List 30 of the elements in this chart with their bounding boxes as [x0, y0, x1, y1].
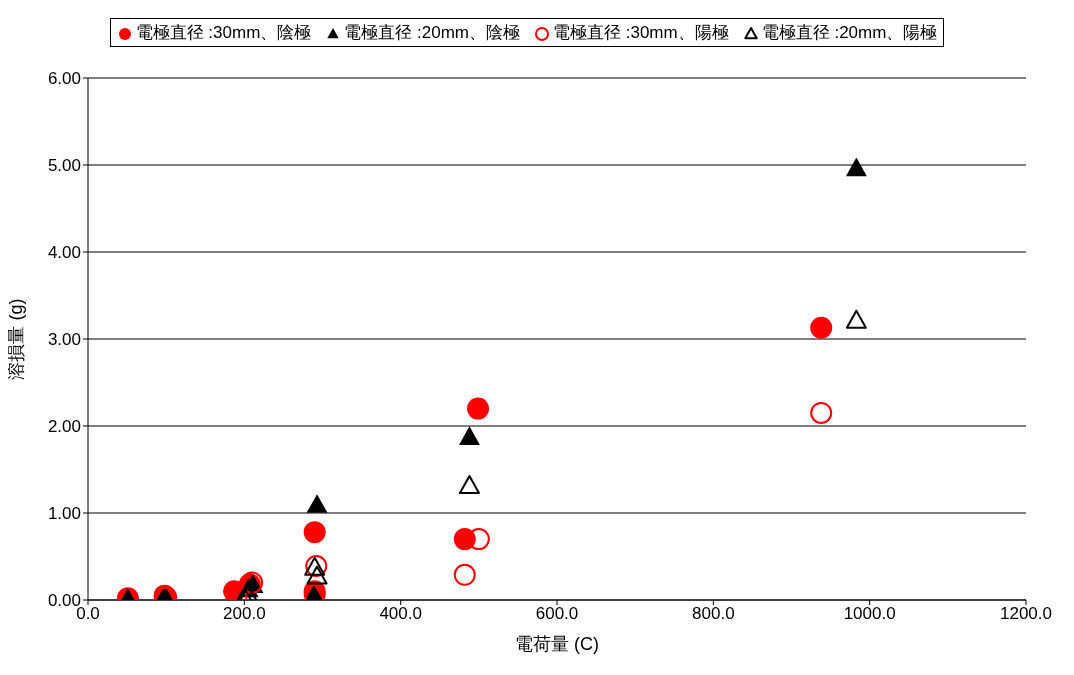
x-tick-label: 800.0 [692, 604, 735, 624]
point [467, 397, 490, 420]
x-tick-label: 600.0 [535, 604, 579, 624]
point [453, 528, 476, 551]
point [845, 157, 867, 177]
y-tick-label: 1.00 [47, 504, 81, 524]
legend-label: 電極直径 :20mm、陽極 [761, 22, 938, 44]
y-tick-label: 3.00 [47, 330, 81, 350]
y-axis-title: 溶損量 (g) [6, 298, 27, 380]
point [459, 426, 480, 446]
y-tick-label: 4.00 [47, 243, 81, 263]
legend-label: 電極直径 :30mm、陽極 [553, 22, 729, 44]
y-tick-label: 6.00 [47, 69, 81, 89]
x-axis-title: 電荷量 (C) [515, 634, 599, 654]
point [306, 494, 328, 513]
x-tick-label: 1000.0 [843, 604, 896, 624]
x-tick-label: 400.0 [379, 604, 422, 624]
y-tick-label: 5.00 [47, 156, 81, 176]
point [303, 521, 326, 544]
point [458, 475, 480, 495]
x-tick-label: 200.0 [223, 604, 266, 624]
point [845, 309, 867, 329]
point [453, 563, 476, 586]
point [810, 401, 833, 424]
y-tick-label: 2.00 [47, 417, 81, 437]
point [306, 565, 328, 585]
legend-label: 電極直径 :20mm、陰極 [344, 22, 520, 44]
x-tick-label: 1200.0 [1000, 604, 1052, 624]
legend-label: 電極直径 :30mm、陰極 [135, 22, 312, 44]
point [810, 316, 833, 339]
